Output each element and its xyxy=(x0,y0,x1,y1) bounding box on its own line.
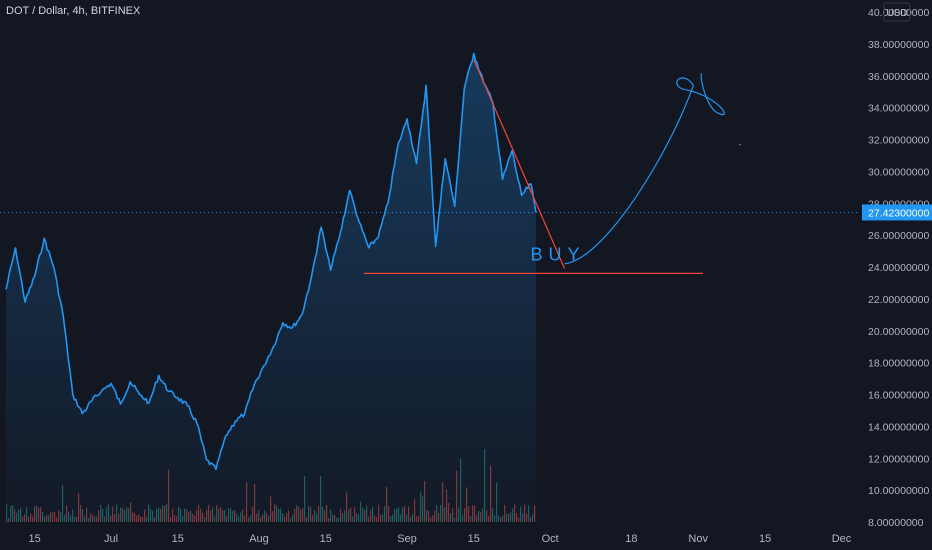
x-tick-label: Jul xyxy=(104,533,118,545)
legend-separator: , xyxy=(84,5,91,17)
x-tick-label: 15 xyxy=(28,533,40,545)
x-tick-label: 15 xyxy=(320,533,332,545)
y-tick-label: 40.00000000 xyxy=(868,7,929,19)
price-area xyxy=(6,53,536,523)
symbol-label[interactable]: DOT / Dollar xyxy=(6,5,67,17)
currency-badge[interactable]: USD xyxy=(883,2,911,22)
y-tick-label: 18.00000000 xyxy=(868,358,929,370)
interval-label[interactable]: 4h xyxy=(72,5,85,17)
x-tick-label: 15 xyxy=(759,533,771,545)
y-tick-label: 14.00000000 xyxy=(868,421,929,433)
exchange-label: BITFINEX xyxy=(90,5,141,17)
x-tick-label: 18 xyxy=(625,533,637,545)
x-tick-label: Oct xyxy=(542,533,559,545)
x-tick-label: 15 xyxy=(468,533,480,545)
currency-label: USD xyxy=(886,8,907,19)
stray-mark xyxy=(738,143,742,146)
price-line[interactable] xyxy=(5,52,537,471)
y-tick-label: 26.00000000 xyxy=(868,230,929,242)
x-tick-label: Dec xyxy=(832,533,852,545)
y-tick-label: 30.00000000 xyxy=(868,166,929,178)
price-axis[interactable]: 40.00000000 38.00000000 36.00000000 34.0000… xyxy=(868,7,929,529)
x-tick-label: Aug xyxy=(249,533,269,545)
y-tick-label: 8.00000000 xyxy=(868,517,924,529)
y-tick-label: 38.00000000 xyxy=(868,39,929,51)
trend-line[interactable] xyxy=(473,59,566,269)
y-tick-label: 32.00000000 xyxy=(868,135,929,147)
last-price-tag: 27.42300000 xyxy=(862,204,932,221)
y-tick-label: 24.00000000 xyxy=(868,262,929,274)
legend-separator: , xyxy=(66,5,73,17)
buy-label[interactable]: BUY xyxy=(530,245,585,265)
y-tick-label: 36.00000000 xyxy=(868,71,929,83)
time-axis[interactable]: 15 Jul 15 Aug 15 Sep 15 Oct 18 Nov 15 Dec xyxy=(28,533,851,545)
y-tick-label: 10.00000000 xyxy=(868,485,929,497)
last-price-value: 27.42300000 xyxy=(868,207,929,219)
y-tick-label: 20.00000000 xyxy=(868,326,929,338)
x-tick-label: 15 xyxy=(172,533,184,545)
x-tick-label: Sep xyxy=(397,533,417,545)
y-tick-label: 34.00000000 xyxy=(868,103,929,115)
y-tick-label: 16.00000000 xyxy=(868,390,929,402)
y-tick-label: 22.00000000 xyxy=(868,294,929,306)
y-tick-label: 12.00000000 xyxy=(868,453,929,465)
x-tick-label: Nov xyxy=(688,533,708,545)
projection-loop[interactable] xyxy=(676,73,725,116)
projection-curve[interactable] xyxy=(564,85,695,265)
chart-legend: DOT / Dollar, 4h, BITFINEX xyxy=(6,5,140,17)
